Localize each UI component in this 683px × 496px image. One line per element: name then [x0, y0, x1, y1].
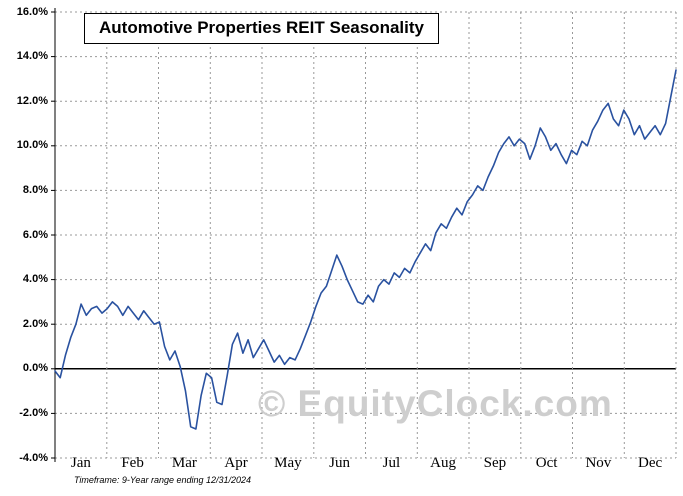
- timeframe-footnote: Timeframe: 9-Year range ending 12/31/202…: [74, 475, 252, 485]
- y-axis-tick-label: -4.0%: [19, 451, 48, 464]
- y-axis-tick-label: 14.0%: [16, 50, 48, 63]
- y-axis-tick-label: -2.0%: [19, 406, 48, 419]
- y-axis-tick-label: 6.0%: [22, 228, 48, 241]
- equityclock-watermark: © EquityClock.com: [258, 383, 613, 424]
- y-axis-labels: 16.0% 14.0% 12.0% 10.0% 8.0% 6.0% 4.0% 2.0% 0.0%…: [0, 0, 51, 496]
- y-axis-tick-label: 2.0%: [22, 317, 48, 330]
- y-axis-tick-label: 12.0%: [16, 94, 48, 107]
- chart-title: Automotive Properties REIT Seasonality: [84, 13, 439, 44]
- y-axis-tick-label: 10.0%: [16, 139, 48, 152]
- y-axis-tick-label: 0.0%: [22, 362, 48, 375]
- y-axis-tick-label: 16.0%: [16, 5, 48, 18]
- y-axis-tick-label: 4.0%: [22, 273, 48, 286]
- y-axis-tick-label: 8.0%: [22, 183, 48, 196]
